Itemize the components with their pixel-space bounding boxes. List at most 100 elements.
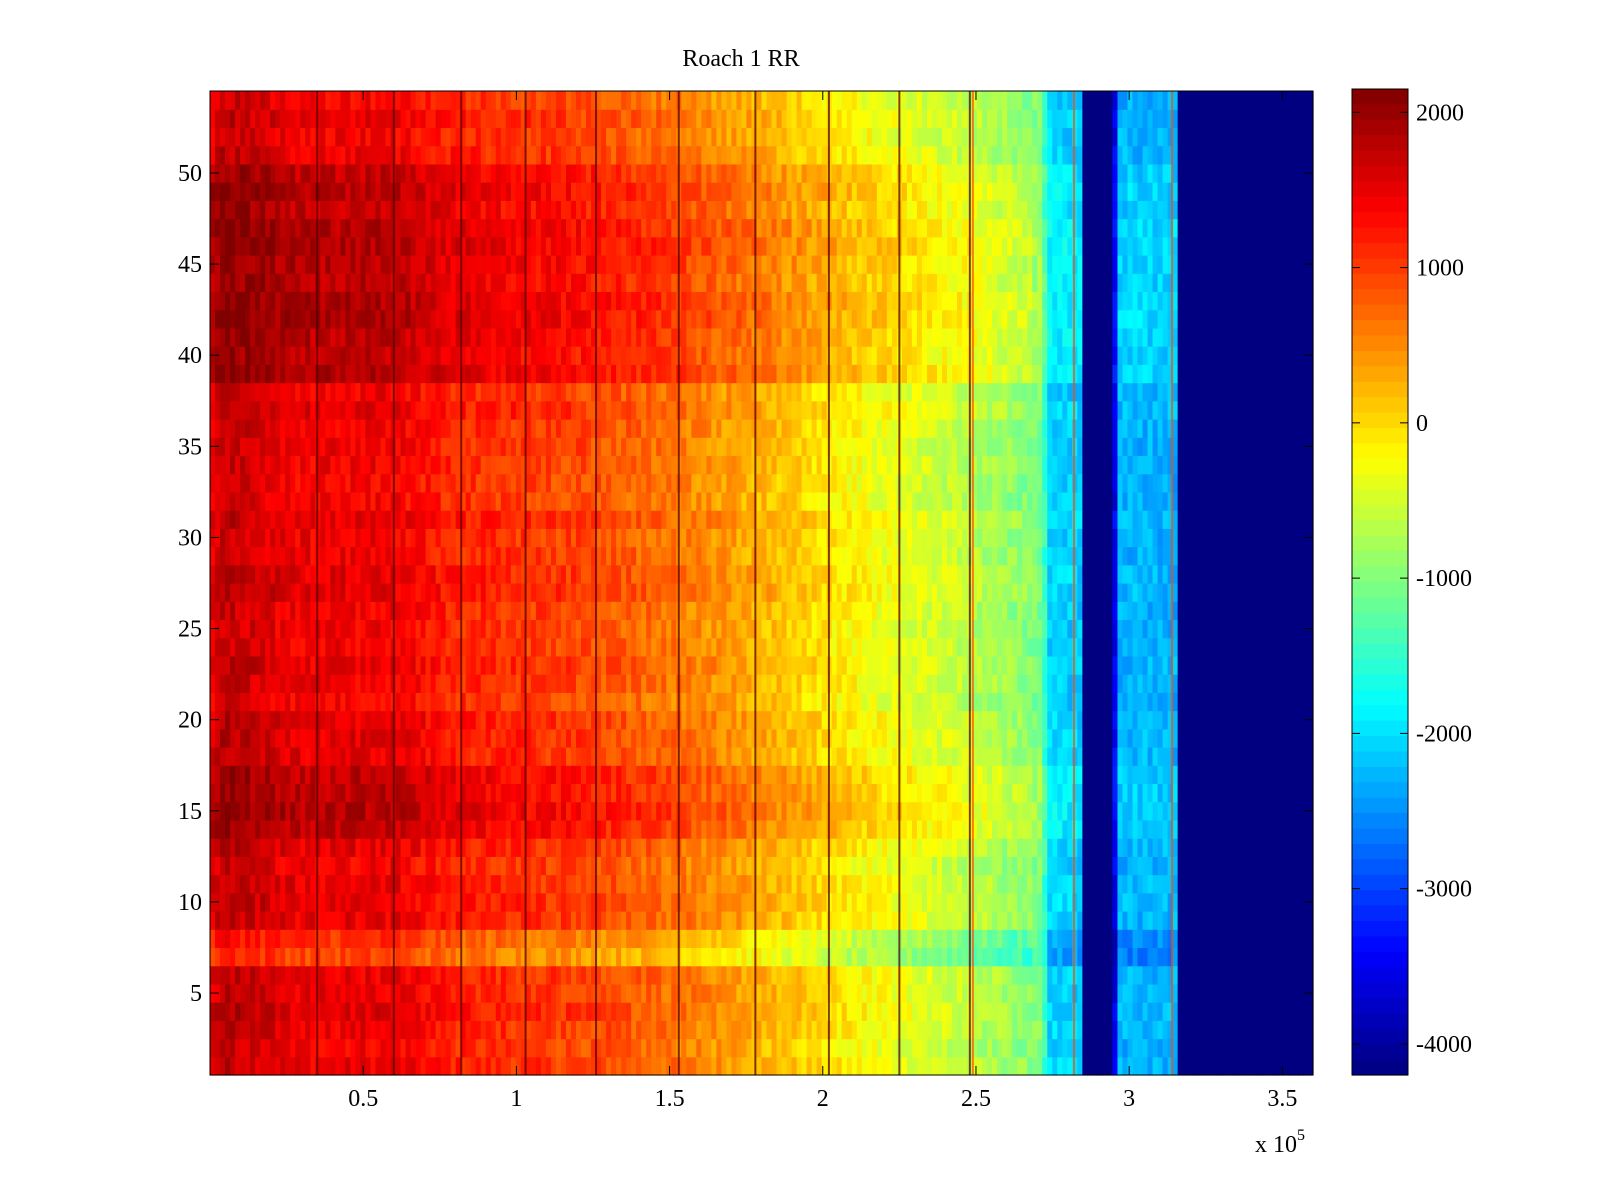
- heatmap-cell: [565, 801, 572, 821]
- heatmap-cell: [666, 892, 672, 912]
- heatmap-cell: [1157, 1056, 1164, 1076]
- heatmap-cell: [821, 783, 828, 803]
- heatmap-cell: [821, 892, 828, 912]
- heatmap-cell: [500, 965, 507, 985]
- heatmap-cell: [1247, 674, 1254, 693]
- heatmap-cell: [1037, 819, 1043, 839]
- heatmap-cell: [425, 1020, 432, 1040]
- heatmap-cell: [1202, 692, 1209, 712]
- heatmap-cell: [606, 765, 612, 785]
- heatmap-cell: [1017, 874, 1023, 894]
- heatmap-cell: [1212, 783, 1219, 803]
- heatmap-cell: [711, 692, 717, 712]
- heatmap-cell: [716, 983, 722, 1003]
- heatmap-cell: [1062, 819, 1068, 839]
- heatmap-cell: [305, 838, 311, 857]
- heatmap-cell: [926, 1020, 933, 1040]
- heatmap-cell: [1262, 1056, 1269, 1076]
- heatmap-cell: [806, 655, 813, 675]
- heatmap-cell: [1207, 892, 1214, 912]
- heatmap-cell: [420, 856, 427, 876]
- heatmap-cell: [455, 929, 462, 949]
- heatmap-cell: [375, 892, 382, 912]
- heatmap-cell: [395, 692, 402, 712]
- heatmap-cell: [550, 747, 557, 766]
- heatmap-cell: [771, 674, 778, 693]
- heatmap-cell: [721, 947, 727, 967]
- heatmap-cell: [591, 783, 597, 803]
- heatmap-cell: [505, 1002, 512, 1021]
- heatmap-cell: [977, 1020, 983, 1040]
- heatmap-cell: [480, 1056, 487, 1076]
- heatmap-cell: [290, 692, 296, 712]
- heatmap-cell: [550, 728, 557, 748]
- heatmap-cell: [245, 929, 251, 949]
- heatmap-cell: [771, 874, 778, 894]
- heatmap-cell: [781, 911, 788, 930]
- heatmap-cell: [851, 728, 858, 748]
- heatmap-cell: [485, 856, 492, 876]
- heatmap-cell: [215, 838, 221, 857]
- heatmap-cell: [1047, 692, 1053, 712]
- heatmap-cell: [581, 1038, 587, 1058]
- heatmap-cell: [1247, 1038, 1254, 1058]
- heatmap-cell: [1202, 674, 1209, 693]
- heatmap-cell: [1072, 838, 1078, 857]
- heatmap-cell: [901, 947, 908, 967]
- heatmap-cell: [240, 1038, 246, 1058]
- heatmap-cell: [335, 1056, 341, 1076]
- heatmap-cell: [1117, 911, 1124, 930]
- heatmap-cell: [1182, 692, 1189, 712]
- heatmap-cell: [285, 892, 291, 912]
- heatmap-cell: [465, 947, 472, 967]
- heatmap-cell: [380, 874, 387, 894]
- heatmap-cell: [1147, 983, 1154, 1003]
- heatmap-cell: [576, 929, 582, 949]
- heatmap-cell: [756, 801, 763, 821]
- heatmap-cell: [931, 856, 938, 876]
- heatmap-cell: [565, 1020, 572, 1040]
- heatmap-cell: [1127, 692, 1134, 712]
- heatmap-cell: [656, 783, 662, 803]
- heatmap-cell: [771, 819, 778, 839]
- heatmap-cell: [215, 947, 221, 967]
- heatmap-cell: [716, 911, 722, 930]
- heatmap-cell: [776, 892, 783, 912]
- heatmap-cell: [245, 765, 251, 785]
- heatmap-cell: [550, 765, 557, 785]
- heatmap-cell: [250, 911, 256, 930]
- heatmap-cell: [591, 838, 597, 857]
- heatmap-cell: [335, 856, 341, 876]
- heatmap-cell: [1112, 1002, 1119, 1021]
- heatmap-cell: [771, 911, 778, 930]
- heatmap-cell: [305, 747, 311, 766]
- heatmap-cell: [550, 1020, 557, 1040]
- heatmap-cell: [1082, 728, 1088, 748]
- heatmap-cell: [741, 929, 748, 949]
- heatmap-cell: [816, 1020, 823, 1040]
- heatmap-cell: [360, 1038, 367, 1058]
- heatmap-cell: [480, 983, 487, 1003]
- heatmap-cell: [225, 892, 231, 912]
- heatmap-cell: [952, 783, 958, 803]
- heatmap-cell: [380, 765, 387, 785]
- heatmap-row: [210, 838, 1314, 857]
- heatmap-cell: [425, 728, 432, 748]
- heatmap-cell: [220, 911, 226, 930]
- heatmap-cell: [1222, 1002, 1229, 1021]
- heatmap-cell: [1067, 710, 1073, 730]
- heatmap-cell: [1062, 983, 1068, 1003]
- heatmap-cell: [220, 856, 226, 876]
- heatmap-cell: [520, 965, 527, 985]
- heatmap-cell: [1097, 874, 1104, 894]
- heatmap-cell: [771, 947, 778, 967]
- heatmap-cell: [856, 747, 863, 766]
- heatmap-cell: [240, 692, 246, 712]
- heatmap-cell: [450, 911, 457, 930]
- heatmap-cell: [1277, 765, 1284, 785]
- heatmap-cell: [1272, 947, 1279, 967]
- heatmap-cell: [1072, 911, 1078, 930]
- heatmap-cell: [1192, 965, 1199, 985]
- heatmap-cell: [460, 692, 467, 712]
- heatmap-cell: [510, 674, 517, 693]
